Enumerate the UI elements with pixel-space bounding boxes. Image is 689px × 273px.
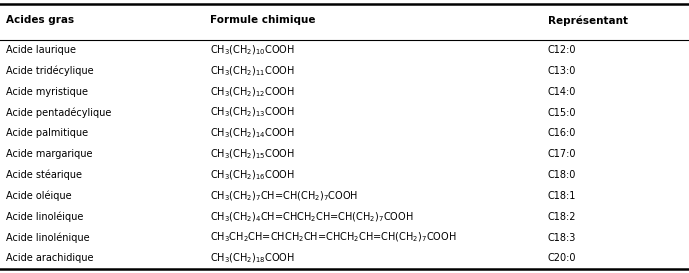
Text: CH$_3$(CH$_2$)$_{10}$COOH: CH$_3$(CH$_2$)$_{10}$COOH: [210, 43, 295, 57]
Text: CH$_3$(CH$_2$)$_4$CH=CHCH$_2$CH=CH(CH$_2$)$_7$COOH: CH$_3$(CH$_2$)$_4$CH=CHCH$_2$CH=CH(CH$_2…: [210, 210, 414, 224]
Text: Acide stéarique: Acide stéarique: [6, 170, 81, 180]
Text: Acide pentadécylique: Acide pentadécylique: [6, 107, 111, 118]
Text: Acide palmitique: Acide palmitique: [6, 128, 88, 138]
Text: Acide linolénique: Acide linolénique: [6, 232, 89, 243]
Text: C17:0: C17:0: [548, 149, 576, 159]
Text: CH$_3$(CH$_2$)$_{12}$COOH: CH$_3$(CH$_2$)$_{12}$COOH: [210, 85, 295, 99]
Text: CH$_3$(CH$_2$)$_7$CH=CH(CH$_2$)$_7$COOH: CH$_3$(CH$_2$)$_7$CH=CH(CH$_2$)$_7$COOH: [210, 189, 358, 203]
Text: CH$_3$CH$_2$CH=CHCH$_2$CH=CHCH$_2$CH=CH(CH$_2$)$_7$COOH: CH$_3$CH$_2$CH=CHCH$_2$CH=CHCH$_2$CH=CH(…: [210, 231, 457, 244]
Text: C18:3: C18:3: [548, 233, 576, 243]
Text: C18:2: C18:2: [548, 212, 576, 222]
Text: Acide oléique: Acide oléique: [6, 191, 71, 201]
Text: C20:0: C20:0: [548, 254, 576, 263]
Text: C18:0: C18:0: [548, 170, 576, 180]
Text: Acide laurique: Acide laurique: [6, 45, 76, 55]
Text: C18:1: C18:1: [548, 191, 576, 201]
Text: Représentant: Représentant: [548, 15, 628, 26]
Text: CH$_3$(CH$_2$)$_{18}$COOH: CH$_3$(CH$_2$)$_{18}$COOH: [210, 252, 295, 265]
Text: Acide arachidique: Acide arachidique: [6, 254, 93, 263]
Text: Acide linoléique: Acide linoléique: [6, 212, 83, 222]
Text: Acide myristique: Acide myristique: [6, 87, 88, 97]
Text: C15:0: C15:0: [548, 108, 576, 118]
Text: CH$_3$(CH$_2$)$_{16}$COOH: CH$_3$(CH$_2$)$_{16}$COOH: [210, 168, 295, 182]
Text: CH$_3$(CH$_2$)$_{14}$COOH: CH$_3$(CH$_2$)$_{14}$COOH: [210, 127, 295, 140]
Text: CH$_3$(CH$_2$)$_{13}$COOH: CH$_3$(CH$_2$)$_{13}$COOH: [210, 106, 295, 119]
Text: CH$_3$(CH$_2$)$_{15}$COOH: CH$_3$(CH$_2$)$_{15}$COOH: [210, 147, 295, 161]
Text: Acide margarique: Acide margarique: [6, 149, 92, 159]
Text: Acides gras: Acides gras: [6, 16, 74, 25]
Text: C16:0: C16:0: [548, 128, 576, 138]
Text: Formule chimique: Formule chimique: [210, 16, 316, 25]
Text: C14:0: C14:0: [548, 87, 576, 97]
Text: C12:0: C12:0: [548, 45, 576, 55]
Text: CH$_3$(CH$_2$)$_{11}$COOH: CH$_3$(CH$_2$)$_{11}$COOH: [210, 64, 295, 78]
Text: C13:0: C13:0: [548, 66, 576, 76]
Text: Acide tridécylique: Acide tridécylique: [6, 66, 93, 76]
